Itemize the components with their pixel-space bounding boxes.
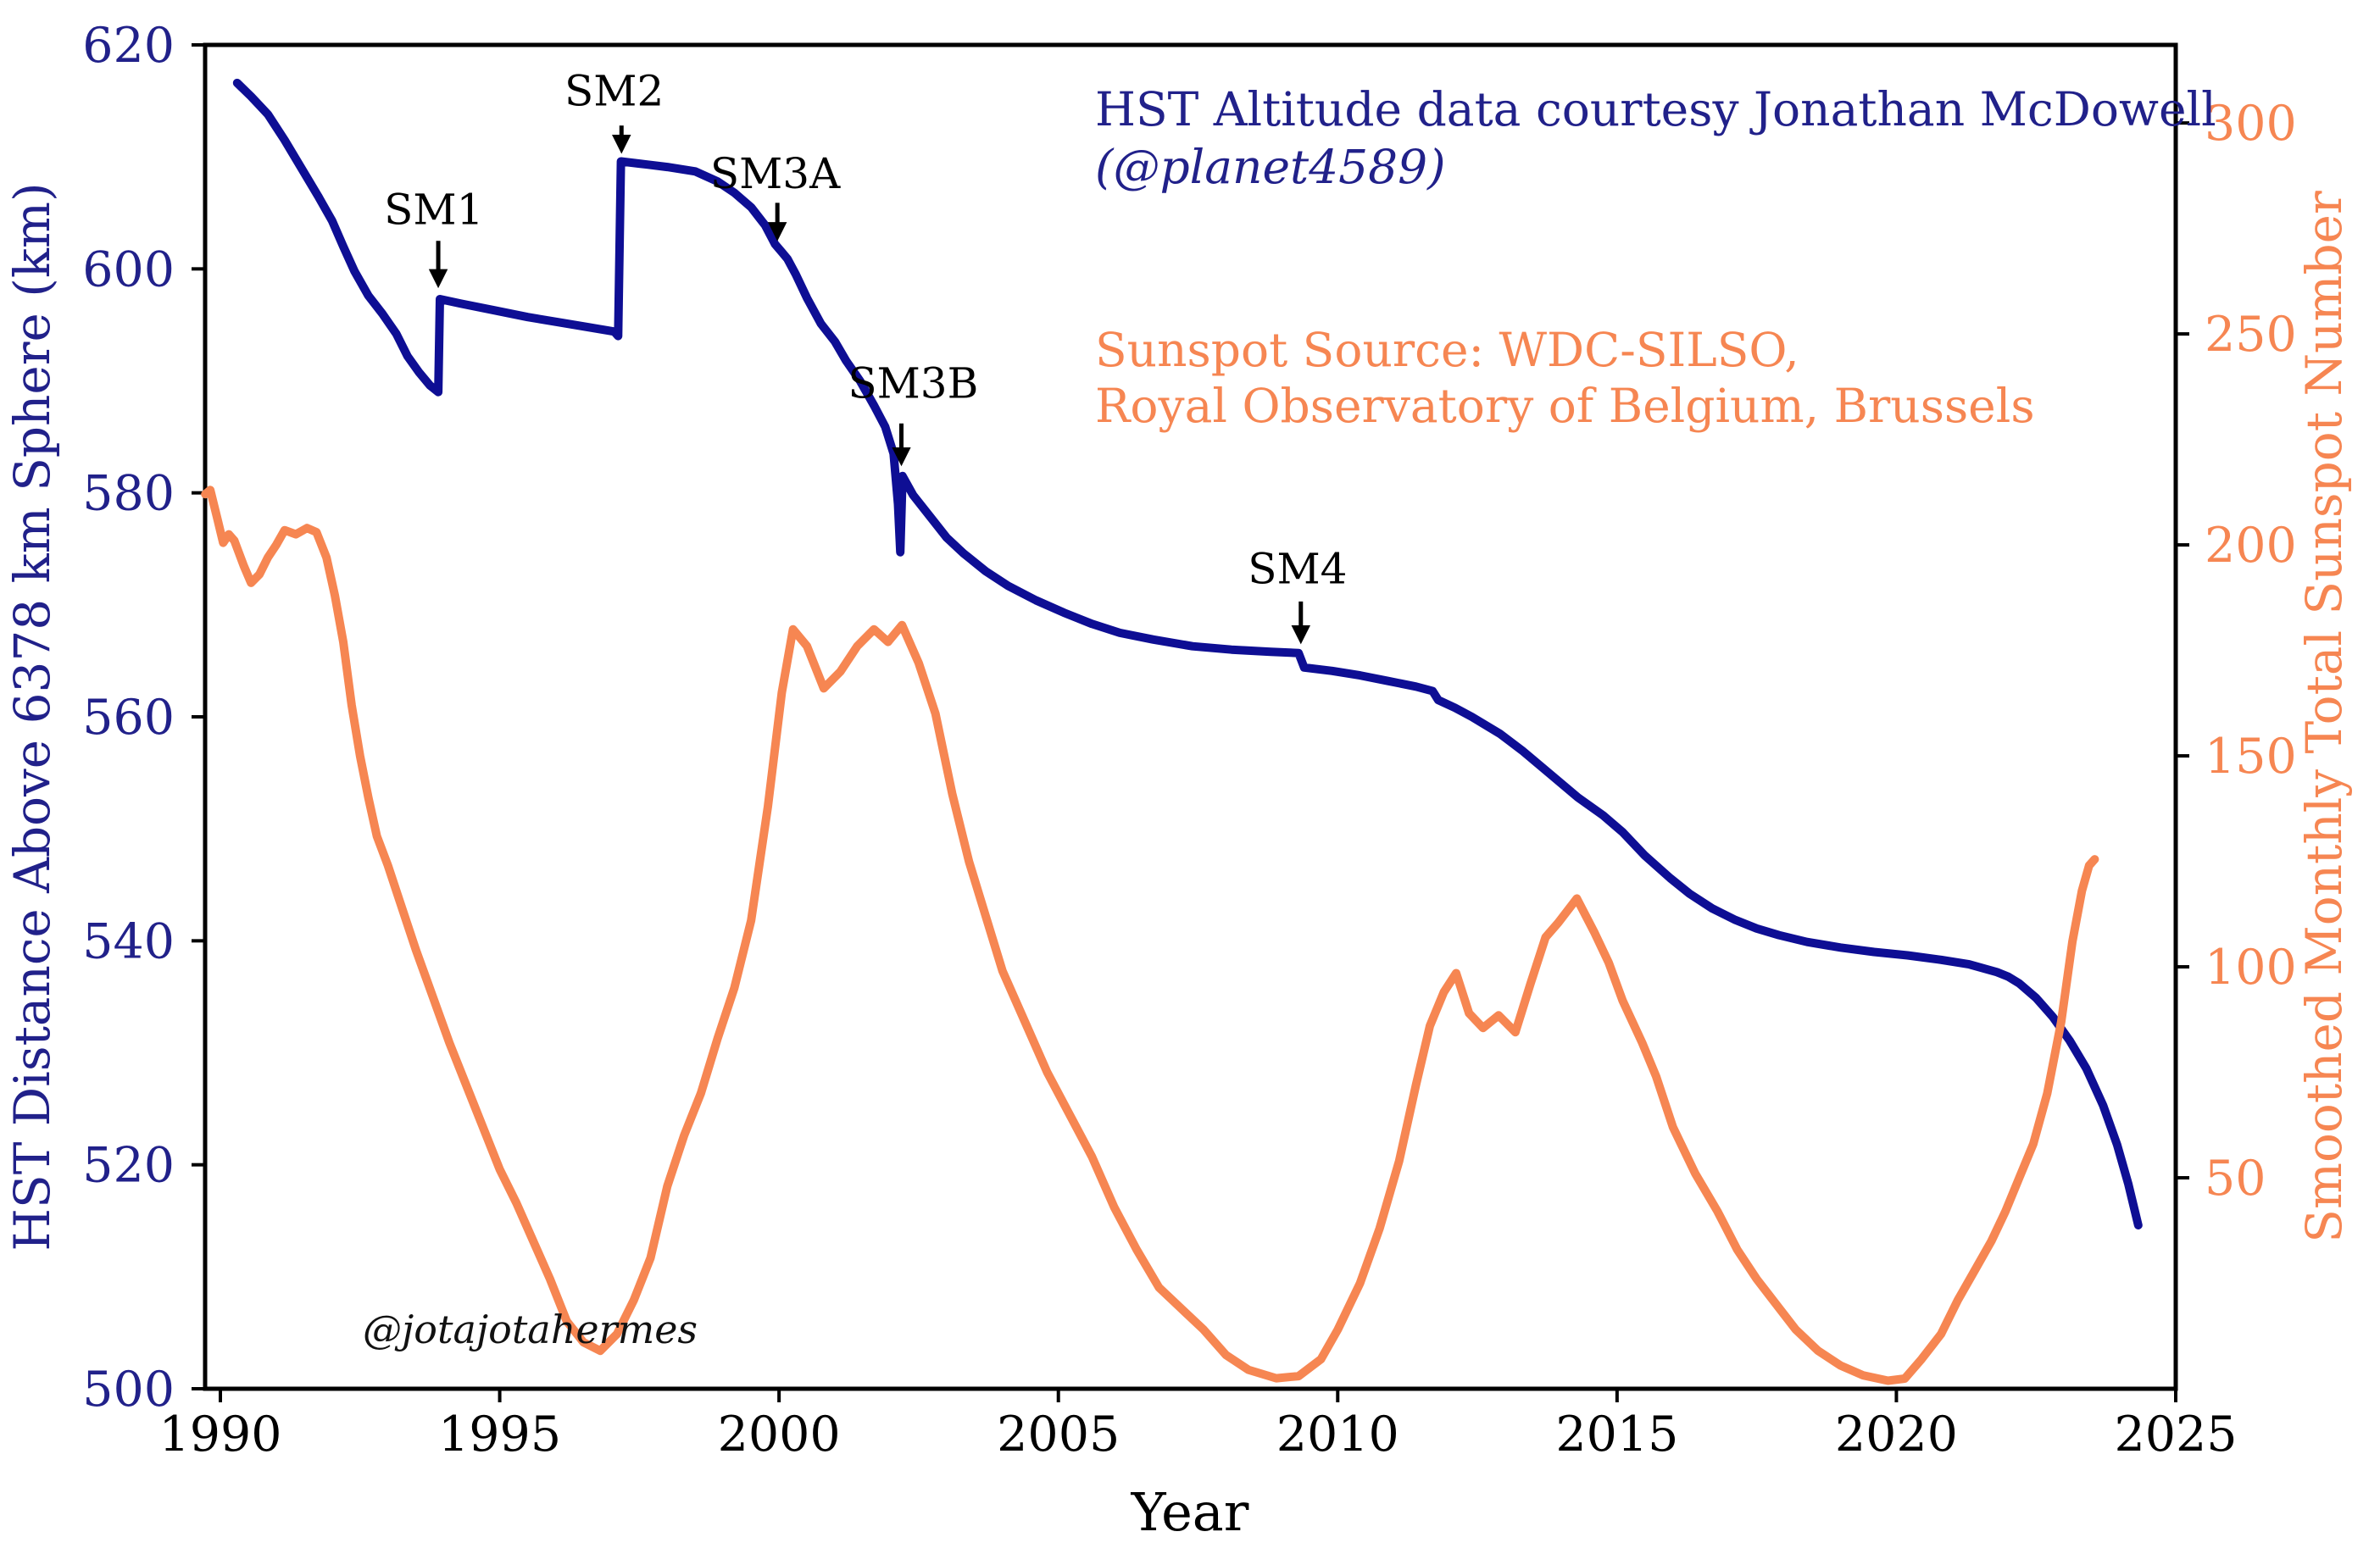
x-tick-label: 1995 xyxy=(438,1407,561,1462)
x-tick-label: 2010 xyxy=(1276,1407,1399,1462)
left-tick-label: 500 xyxy=(82,1362,175,1418)
x-tick-label: 2005 xyxy=(997,1407,1120,1462)
hst-altitude-line xyxy=(232,78,2143,1229)
left-tick-label: 600 xyxy=(82,241,175,297)
sunspot-number-line xyxy=(201,486,2099,1385)
x-tick-label: 2000 xyxy=(718,1407,841,1462)
right-tick-label: 100 xyxy=(2205,940,2297,996)
watermark: @jotajotahermes xyxy=(363,1307,698,1352)
left-tick-label: 520 xyxy=(82,1138,175,1194)
right-tick-label: 250 xyxy=(2205,307,2297,363)
annotation-label-SM1: SM1 xyxy=(384,185,483,234)
annotation-label-SM2: SM2 xyxy=(564,66,664,115)
right-tick-label: 200 xyxy=(2205,518,2297,574)
sunspot-credit-line1: Sunspot Source: WDC-SILSO, xyxy=(1095,323,1799,377)
right-tick-label: 150 xyxy=(2205,729,2297,785)
x-axis-title: Year xyxy=(1131,1481,1249,1543)
hst-credit-line1: HST Altitude data courtesy Jonathan McDo… xyxy=(1095,82,2216,136)
left-tick-label: 560 xyxy=(82,690,175,746)
x-tick-label: 2025 xyxy=(2114,1407,2237,1462)
x-tick-label: 1990 xyxy=(158,1407,281,1462)
left-tick-label: 620 xyxy=(82,18,175,74)
hst-credit-line2: (@planet4589) xyxy=(1095,140,1446,194)
left-axis-title: HST Distance Above 6378 km Sphere (km) xyxy=(3,182,61,1251)
annotation-label-SM3B: SM3B xyxy=(848,358,978,408)
annotation-label-SM3A: SM3A xyxy=(710,149,841,198)
annotation-label-SM4: SM4 xyxy=(1248,545,1347,594)
plot-area: 1990 1995 2000 2005 2010 2015 2020 2025 500 520 54… xyxy=(82,18,2297,1462)
left-tick-label: 580 xyxy=(82,466,175,522)
right-axis-title: Smoothed Monthly Total Sunspot Number xyxy=(2295,191,2353,1243)
right-tick-label: 50 xyxy=(2205,1151,2266,1207)
sunspot-credit-line2: Royal Observatory of Belgium, Brussels xyxy=(1095,379,2035,433)
left-tick-label: 540 xyxy=(82,913,175,969)
x-tick-label: 2020 xyxy=(1835,1407,1958,1462)
x-tick-label: 2015 xyxy=(1555,1407,1678,1462)
right-tick-label: 300 xyxy=(2205,96,2297,152)
